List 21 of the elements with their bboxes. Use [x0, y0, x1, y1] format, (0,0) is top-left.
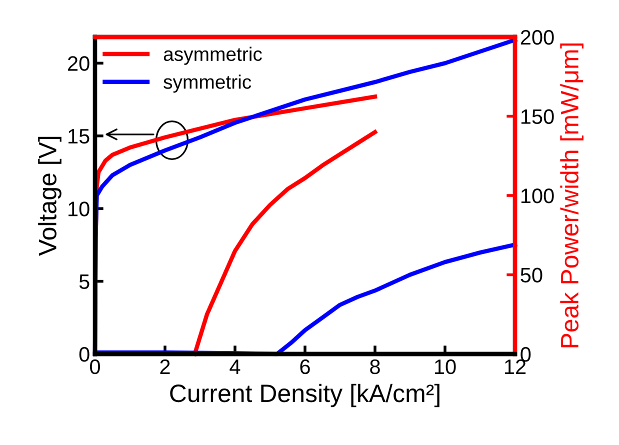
y2-tick-label: 100: [521, 188, 554, 204]
y2-tick-label: 50: [520, 268, 542, 283]
line-series: [192, 130, 378, 356]
y-axis-title: Voltage [V]: [38, 136, 62, 256]
x-tick-label: 0: [90, 359, 100, 374]
y-tick-label: 20: [68, 56, 90, 71]
x-tick-label: 2: [160, 359, 170, 374]
x-tick-label: 10: [435, 359, 456, 374]
y2-axis-title: Peak Power/width [mW/μm]: [560, 44, 584, 348]
y-tick-label: 5: [79, 274, 90, 290]
y-tick-label: 15: [68, 129, 90, 144]
x-tick-label: 8: [370, 359, 380, 374]
y-tick-label: 0: [79, 347, 90, 362]
legend-label: asymmetric: [164, 46, 262, 65]
y2-tick-label: 150: [521, 109, 554, 124]
legend-label: symmetric: [164, 74, 252, 93]
x-axis-title: Current Density [kA/cm²]: [170, 384, 440, 408]
x-tick-label: 4: [230, 360, 240, 374]
x-tick-label: 6: [300, 359, 310, 374]
y2-tick-label: 200: [520, 30, 554, 45]
y-tick-label: 10: [68, 202, 90, 216]
